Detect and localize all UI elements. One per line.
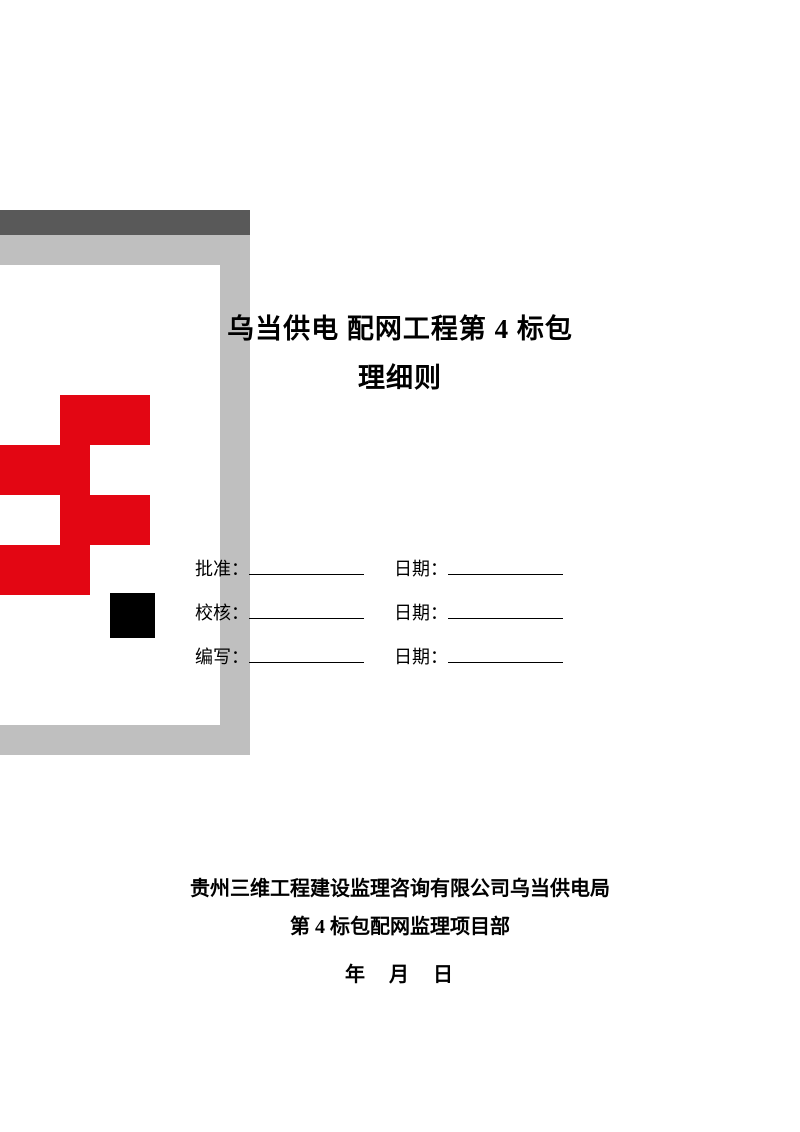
footer-date: 年 月 日 bbox=[0, 958, 800, 987]
decoration-black-square bbox=[110, 593, 155, 638]
review-date-line bbox=[448, 601, 563, 619]
signoff-section: 批准： 日期： 校核： 日期： 编写： 日期： bbox=[195, 555, 625, 687]
signoff-row-review: 校核： 日期： bbox=[195, 599, 625, 625]
review-label: 校核： bbox=[195, 599, 249, 625]
signoff-row-compile: 编写： 日期： bbox=[195, 643, 625, 669]
compile-label: 编写： bbox=[195, 643, 249, 669]
footer-section: 贵州三维工程建设监理咨询有限公司乌当供电局 第 4 标包配网监理项目部 年 月 … bbox=[0, 870, 800, 987]
approve-label: 批准： bbox=[195, 555, 249, 581]
approve-name-line bbox=[249, 557, 364, 575]
review-date-label: 日期： bbox=[394, 599, 448, 625]
title-line-1: 乌当供电 配网工程第 4 标包 bbox=[0, 305, 800, 354]
document-title: 乌当供电 配网工程第 4 标包 理细则 bbox=[0, 305, 800, 402]
approve-date-label: 日期： bbox=[394, 555, 448, 581]
approve-date-line bbox=[448, 557, 563, 575]
title-line-2: 理细则 bbox=[0, 354, 800, 403]
compile-name-line bbox=[249, 645, 364, 663]
footer-company: 贵州三维工程建设监理咨询有限公司乌当供电局 bbox=[0, 870, 800, 908]
footer-department: 第 4 标包配网监理项目部 bbox=[0, 908, 800, 946]
decoration-dark-bar bbox=[0, 210, 250, 235]
review-name-line bbox=[249, 601, 364, 619]
signoff-row-approve: 批准： 日期： bbox=[195, 555, 625, 581]
decoration-red-logo bbox=[0, 395, 150, 595]
compile-date-label: 日期： bbox=[394, 643, 448, 669]
compile-date-line bbox=[448, 645, 563, 663]
